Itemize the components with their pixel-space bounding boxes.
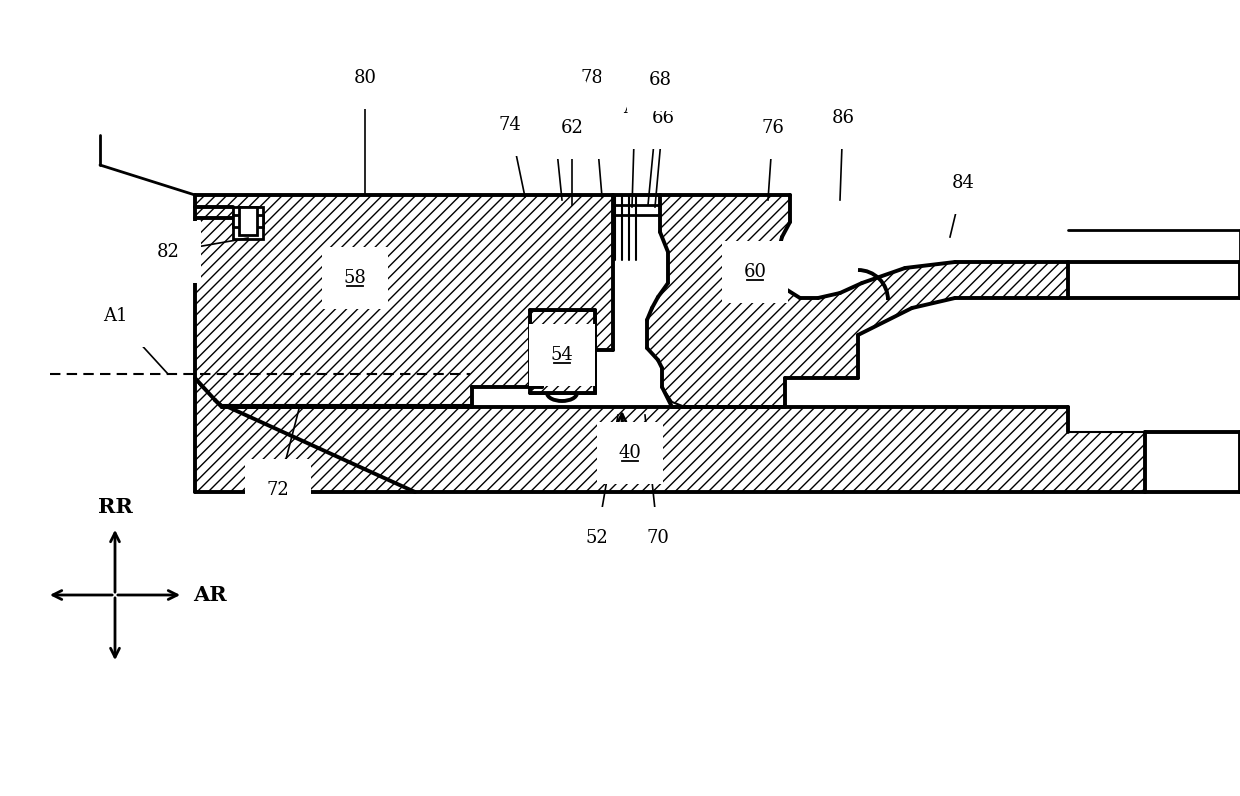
- Text: A2: A2: [622, 99, 647, 117]
- Text: 84: 84: [951, 174, 975, 192]
- Polygon shape: [647, 195, 1068, 407]
- Bar: [233, 215, 263, 227]
- Bar: [233, 207, 263, 239]
- Text: A1: A1: [103, 307, 128, 325]
- Text: 86: 86: [832, 109, 854, 127]
- Text: AR: AR: [193, 585, 227, 605]
- Text: 64: 64: [542, 103, 564, 121]
- Text: 52: 52: [585, 529, 609, 547]
- Polygon shape: [195, 378, 1145, 492]
- Text: 68: 68: [649, 71, 672, 89]
- Polygon shape: [195, 195, 613, 405]
- Text: 74: 74: [498, 116, 521, 134]
- Text: 70: 70: [646, 529, 670, 547]
- Text: 72: 72: [267, 481, 289, 499]
- Text: 66: 66: [651, 109, 675, 127]
- Polygon shape: [529, 310, 595, 393]
- Text: RR: RR: [98, 497, 133, 517]
- Text: 58: 58: [343, 269, 367, 287]
- Text: 62: 62: [560, 119, 584, 137]
- Text: 80: 80: [353, 69, 377, 87]
- Text: 40: 40: [619, 444, 641, 462]
- Text: 60: 60: [744, 263, 766, 281]
- Text: 54: 54: [551, 346, 573, 364]
- Text: 76: 76: [761, 119, 785, 137]
- Text: 82: 82: [156, 243, 180, 261]
- Text: 78: 78: [580, 69, 604, 87]
- Bar: [239, 207, 257, 235]
